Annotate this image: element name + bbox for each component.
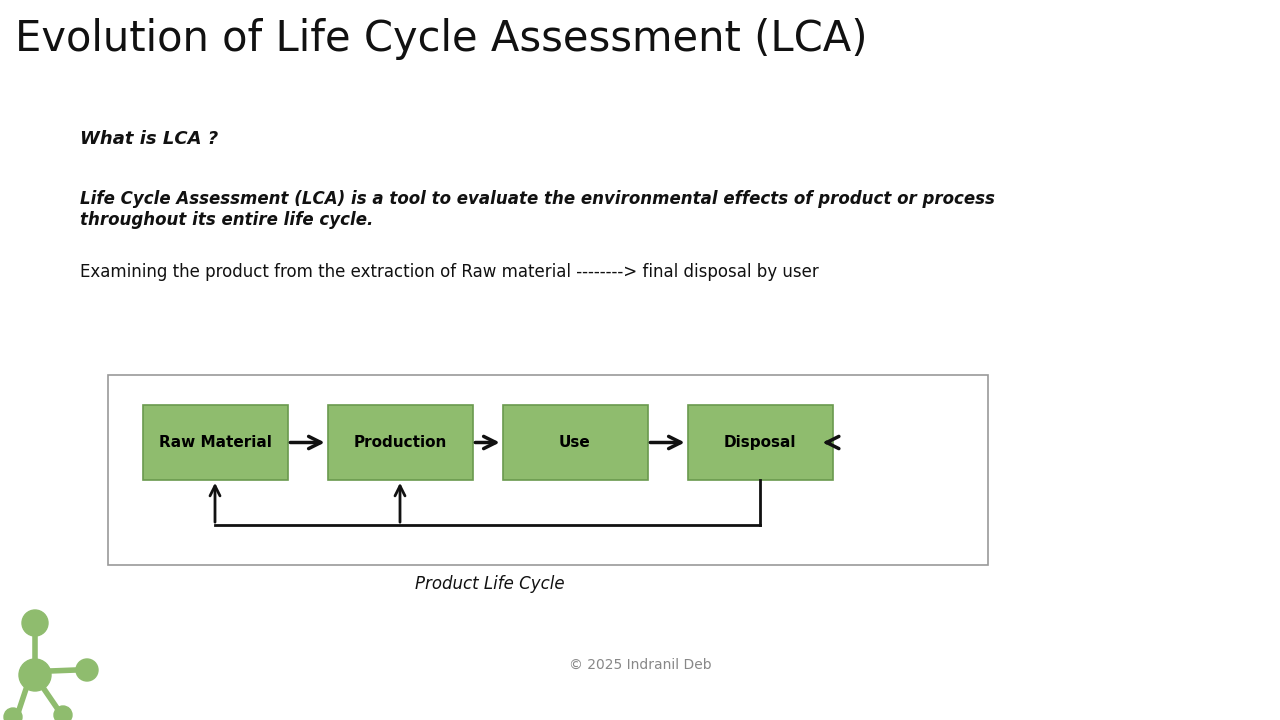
- Bar: [503, 405, 648, 480]
- Circle shape: [22, 610, 49, 636]
- Text: Disposal: Disposal: [723, 435, 796, 450]
- Text: Product Life Cycle: Product Life Cycle: [415, 575, 564, 593]
- Circle shape: [54, 706, 72, 720]
- Circle shape: [76, 659, 99, 681]
- Bar: [328, 405, 472, 480]
- Text: © 2025 Indranil Deb: © 2025 Indranil Deb: [568, 658, 712, 672]
- Text: Use: Use: [559, 435, 591, 450]
- Text: Evolution of Life Cycle Assessment (LCA): Evolution of Life Cycle Assessment (LCA): [15, 18, 868, 60]
- Bar: [687, 405, 832, 480]
- Circle shape: [4, 708, 22, 720]
- Bar: [142, 405, 288, 480]
- Text: Production: Production: [353, 435, 447, 450]
- Text: Examining the product from the extraction of Raw material --------> final dispos: Examining the product from the extractio…: [79, 263, 819, 281]
- Text: What is LCA ?: What is LCA ?: [79, 130, 219, 148]
- Text: Life Cycle Assessment (LCA) is a tool to evaluate the environmental effects of p: Life Cycle Assessment (LCA) is a tool to…: [79, 190, 995, 229]
- Circle shape: [19, 659, 51, 691]
- Text: Raw Material: Raw Material: [159, 435, 271, 450]
- Bar: [108, 375, 988, 565]
